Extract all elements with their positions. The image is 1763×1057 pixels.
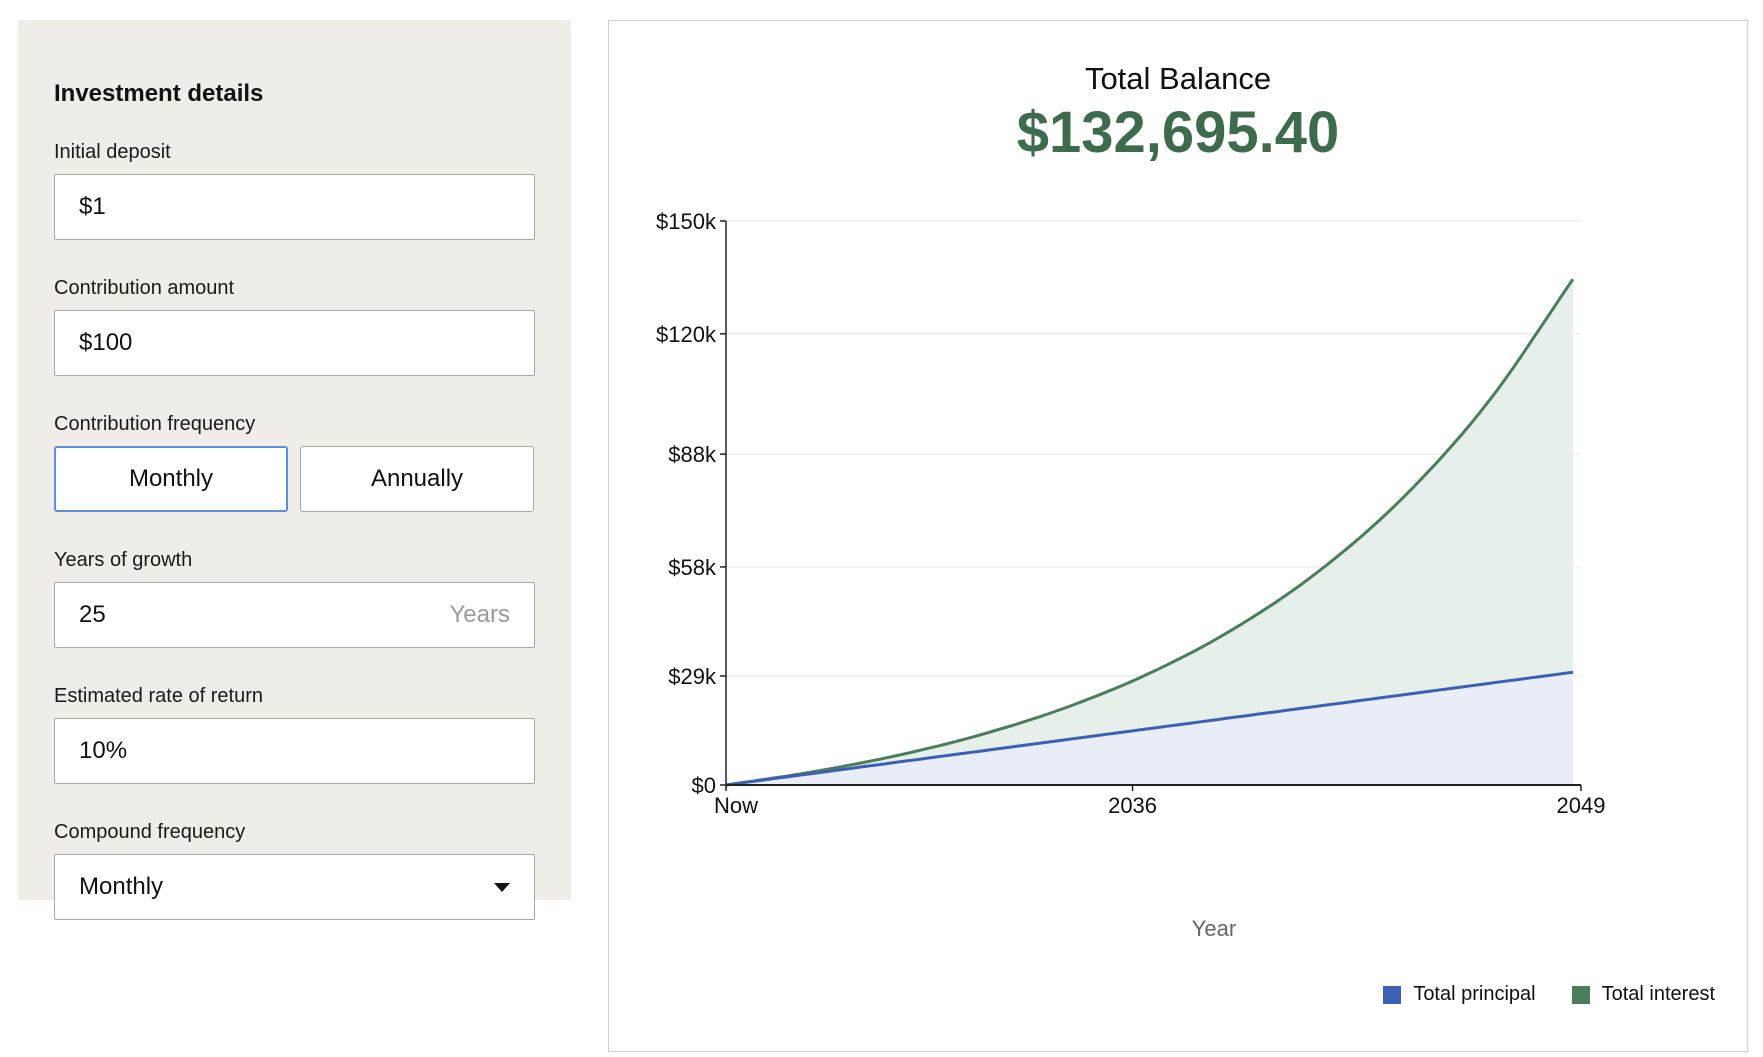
- monthly-button[interactable]: Monthly: [54, 446, 288, 512]
- initial-deposit-value: $1: [79, 193, 106, 220]
- years-suffix: Years: [449, 601, 511, 628]
- balance-chart: $0 $29k $58k $88k $120k $150k Now 2036 2049 Year: [656, 209, 1606, 941]
- years-of-growth-input[interactable]: 25 Years: [54, 582, 535, 648]
- legend-item-interest: Total interest: [1571, 983, 1715, 1006]
- chart-card: Total Balance $132,695.40 $0 $29k $58k $88k…: [608, 20, 1748, 1052]
- y-tick-label: $58k: [668, 555, 717, 580]
- contribution-frequency-label: Contribution frequency: [54, 413, 256, 435]
- initial-deposit-label: Initial deposit: [54, 141, 171, 163]
- initial-deposit-input[interactable]: $1: [54, 174, 535, 240]
- compound-frequency-label: Compound frequency: [54, 821, 246, 843]
- contribution-frequency-toggle: Monthly Annually: [54, 446, 535, 512]
- principal-line: [725, 670, 1574, 787]
- contribution-amount-input[interactable]: $100: [54, 310, 535, 376]
- y-tick-label: $150k: [656, 209, 717, 234]
- total-balance-value: $132,695.40: [1016, 100, 1340, 165]
- annually-button[interactable]: Annually: [300, 446, 534, 512]
- interest-swatch: [1571, 985, 1590, 1004]
- legend-principal-label: Total principal: [1413, 983, 1536, 1005]
- rate-of-return-input[interactable]: 10%: [54, 718, 535, 784]
- y-tick-label: $0: [692, 773, 716, 798]
- compound-frequency-value: Monthly: [79, 873, 164, 900]
- panel-title: Investment details: [54, 80, 264, 107]
- x-tick-label: 2049: [1557, 793, 1606, 818]
- chevron-down-icon: [494, 882, 510, 892]
- x-tick-label: 2036: [1108, 793, 1157, 818]
- y-tick-label: $88k: [668, 442, 717, 467]
- x-tick-label: Now: [714, 793, 758, 818]
- legend-interest-label: Total interest: [1601, 983, 1715, 1005]
- rate-of-return-label: Estimated rate of return: [54, 685, 263, 707]
- contribution-amount-value: $100: [79, 329, 133, 356]
- legend-item-principal: Total principal: [1383, 983, 1536, 1006]
- compound-frequency-select[interactable]: Monthly: [54, 854, 535, 920]
- rate-of-return-value: 10%: [79, 737, 128, 764]
- y-tick-label: $29k: [668, 664, 717, 689]
- interest-line: [725, 278, 1575, 787]
- y-tick-label: $120k: [656, 322, 717, 347]
- years-of-growth-label: Years of growth: [54, 549, 193, 571]
- chart-legend: Total principal Total interest: [1383, 983, 1715, 1006]
- principal-swatch: [1383, 985, 1402, 1004]
- investment-details-panel: Investment details Initial deposit $1 Co…: [18, 20, 571, 920]
- interest-area: [726, 279, 1573, 785]
- contribution-amount-label: Contribution amount: [54, 277, 235, 299]
- x-axis-title: Year: [1192, 916, 1236, 941]
- years-of-growth-value: 25: [79, 601, 106, 628]
- total-balance-label: Total Balance: [1084, 61, 1272, 96]
